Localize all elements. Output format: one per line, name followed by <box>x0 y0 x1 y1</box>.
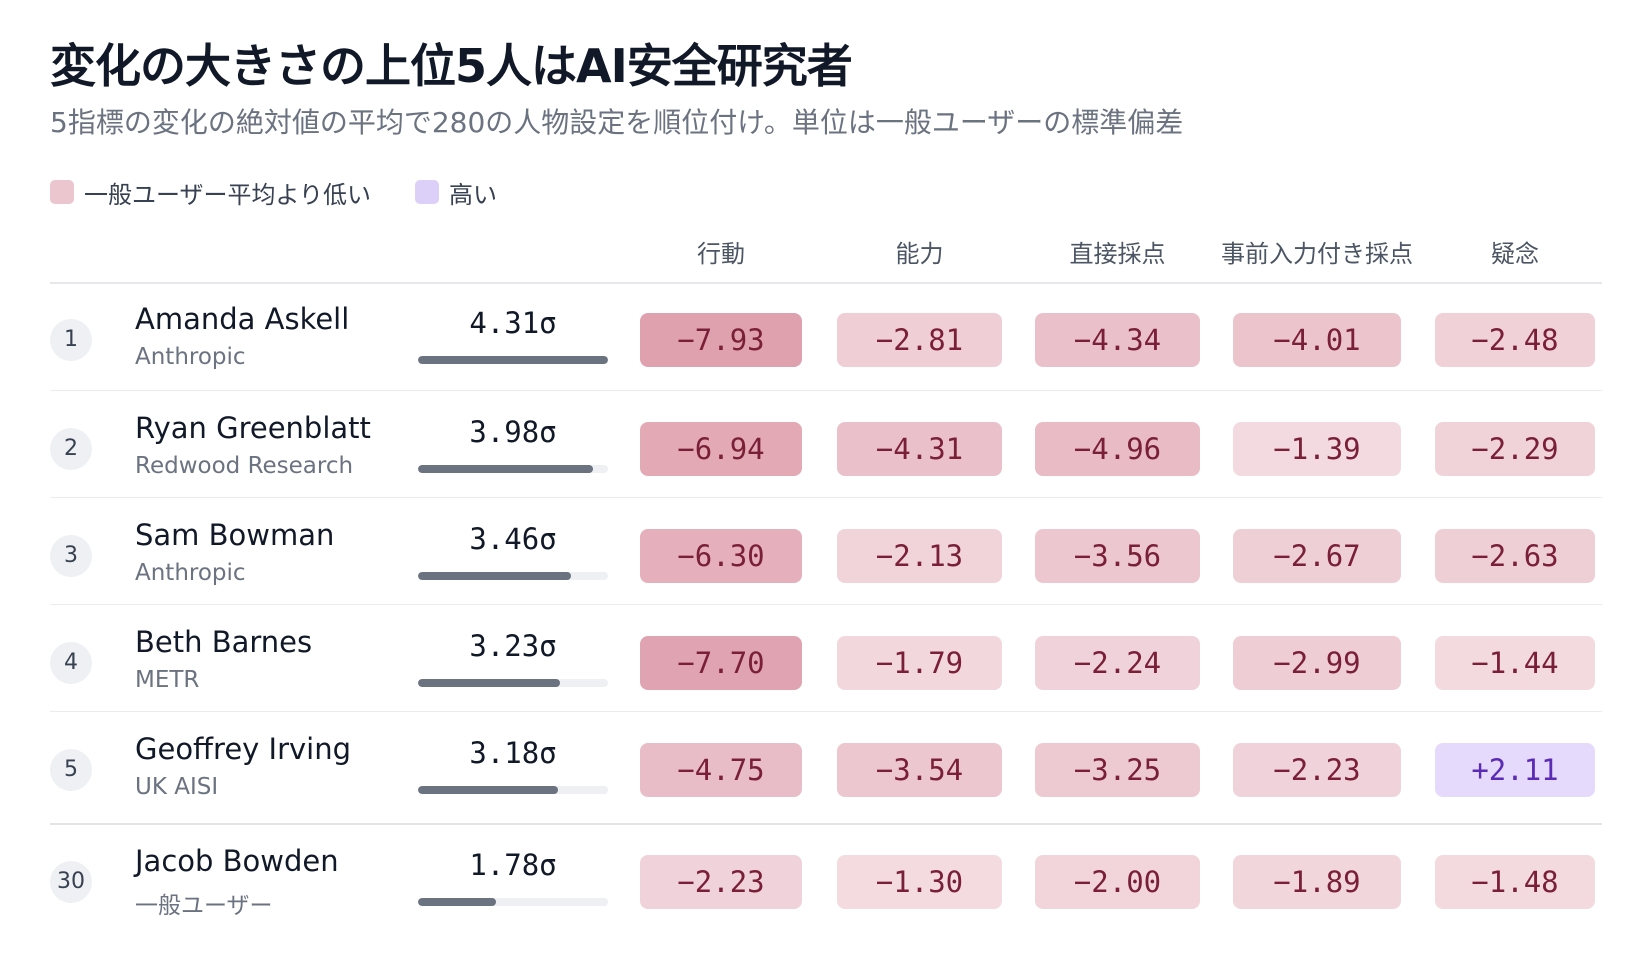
value-cell: −4.34 <box>1035 313 1200 367</box>
value-cell: −2.00 <box>1035 855 1200 909</box>
table-row: 1 Amanda Askell Anthropic 4.31σ −7.93 −2.81 −4… <box>0 286 1639 394</box>
score-bar-track <box>418 356 608 364</box>
row-divider <box>50 711 1602 712</box>
score-bar <box>418 786 559 794</box>
legend-swatch-low <box>50 180 74 204</box>
header-divider <box>50 282 1602 284</box>
value-cell: +2.11 <box>1435 743 1595 797</box>
value-cell: −4.75 <box>640 743 802 797</box>
rank-badge: 30 <box>50 861 92 903</box>
value-cell: −7.93 <box>640 313 802 367</box>
value-cell: −4.96 <box>1035 422 1200 476</box>
score-bar <box>418 572 571 580</box>
value-cell: −6.30 <box>640 529 802 583</box>
person-name: Beth Barnes <box>135 625 313 659</box>
legend-swatch-high <box>415 180 440 204</box>
score-bar <box>418 465 594 473</box>
value-cell: −2.99 <box>1233 636 1401 690</box>
legend: 一般ユーザー平均より低い 高い <box>50 174 541 210</box>
legend-item-high: 高い <box>415 175 497 210</box>
table-row: 30 Jacob Bowden 一般ユーザー 1.78σ −2.23 −1.30 −2.00… <box>0 828 1639 936</box>
value-cell: −1.79 <box>837 636 1002 690</box>
rank-badge: 2 <box>50 428 92 470</box>
column-header: 行動 <box>697 240 745 268</box>
value-cell: −2.48 <box>1435 313 1595 367</box>
value-cell: −4.31 <box>837 422 1002 476</box>
person-name: Geoffrey Irving <box>135 732 352 766</box>
score-label: 3.98σ <box>469 415 557 449</box>
value-cell: −2.24 <box>1035 636 1200 690</box>
legend-item-low: 一般ユーザー平均より低い <box>50 175 371 210</box>
value-cell: −1.48 <box>1435 855 1595 909</box>
score-bar-track <box>418 465 608 473</box>
row-divider <box>50 497 1602 498</box>
person-name: Jacob Bowden <box>135 844 339 878</box>
value-cell: −2.13 <box>837 529 1002 583</box>
person-name: Amanda Askell <box>135 302 350 336</box>
score-bar-track <box>418 786 608 794</box>
value-cell: −3.54 <box>837 743 1002 797</box>
column-header: 事前入力付き採点 <box>1221 240 1413 268</box>
score-label: 3.46σ <box>469 522 557 556</box>
value-cell: −2.63 <box>1435 529 1595 583</box>
rank-badge: 1 <box>50 319 92 361</box>
rank-badge: 5 <box>50 749 92 791</box>
value-cell: −2.67 <box>1233 529 1401 583</box>
value-cell: −1.89 <box>1233 855 1401 909</box>
value-cell: −1.30 <box>837 855 1002 909</box>
rank-badge: 4 <box>50 642 92 684</box>
score-label: 1.78σ <box>469 848 557 882</box>
person-name: Ryan Greenblatt <box>135 411 371 445</box>
table-row: 4 Beth Barnes METR 3.23σ −7.70 −1.79 −2.24 −2.9… <box>0 609 1639 717</box>
value-cell: −6.94 <box>640 422 802 476</box>
value-cell: −2.29 <box>1435 422 1595 476</box>
chart-title: 変化の大きさの上位5人はAI安全研究者 <box>50 39 853 93</box>
row-divider <box>50 390 1602 391</box>
table-row: 5 Geoffrey Irving UK AISI 3.18σ −4.75 −3.54 −3… <box>0 716 1639 825</box>
person-org: Anthropic <box>135 560 246 586</box>
table-row: 3 Sam Bowman Anthropic 3.46σ −6.30 −2.13 −3.56… <box>0 502 1639 610</box>
value-cell: −3.25 <box>1035 743 1200 797</box>
legend-label-high: 高い <box>449 180 498 209</box>
score-label: 3.18σ <box>469 736 557 770</box>
person-org: Redwood Research <box>135 453 354 479</box>
score-bar <box>418 356 608 364</box>
score-label: 4.31σ <box>469 306 557 340</box>
value-cell: −4.01 <box>1233 313 1401 367</box>
value-cell: −1.44 <box>1435 636 1595 690</box>
value-cell: −1.39 <box>1233 422 1401 476</box>
person-org: UK AISI <box>135 774 219 800</box>
score-bar-track <box>418 679 608 687</box>
score-bar-track <box>418 572 608 580</box>
person-org: METR <box>135 667 200 693</box>
value-cell: −2.23 <box>1233 743 1401 797</box>
value-cell: −2.81 <box>837 313 1002 367</box>
value-cell: −2.23 <box>640 855 802 909</box>
score-label: 3.23σ <box>469 629 557 663</box>
chart-subtitle: 5指標の変化の絶対値の平均で280の人物設定を順位付け。単位は一般ユーザーの標準… <box>50 106 1184 139</box>
score-bar <box>418 679 561 687</box>
legend-label-low: 一般ユーザー平均より低い <box>84 180 372 209</box>
column-header: 疑念 <box>1491 240 1539 268</box>
row-divider <box>50 604 1602 605</box>
value-cell: −3.56 <box>1035 529 1200 583</box>
score-bar-track <box>418 898 608 906</box>
score-bar <box>418 898 497 906</box>
person-name: Sam Bowman <box>135 518 335 552</box>
rank-badge: 3 <box>50 535 92 577</box>
table-row: 2 Ryan Greenblatt Redwood Research 3.98σ −6.… <box>0 395 1639 503</box>
person-org: 一般ユーザー <box>135 893 273 919</box>
person-org: Anthropic <box>135 344 246 370</box>
row-divider <box>50 823 1602 825</box>
column-header: 直接採点 <box>1069 240 1166 268</box>
value-cell: −7.70 <box>640 636 802 690</box>
column-header: 能力 <box>895 240 944 268</box>
